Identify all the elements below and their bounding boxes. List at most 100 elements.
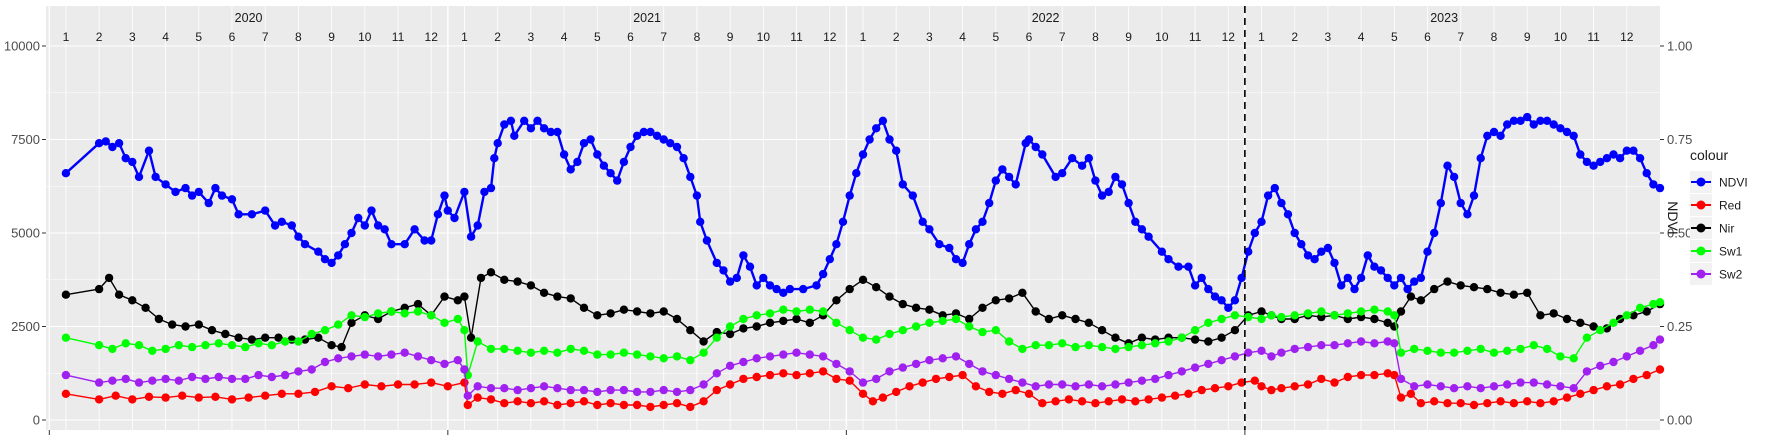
data-point-nir bbox=[1523, 288, 1532, 297]
data-point-red bbox=[1509, 399, 1519, 408]
data-point-red bbox=[985, 387, 994, 397]
data-point-red bbox=[1383, 369, 1392, 378]
month-label: 4 bbox=[959, 30, 966, 44]
data-point-ndvi bbox=[1197, 273, 1206, 283]
data-point-sw1 bbox=[1476, 344, 1485, 354]
data-point-ndvi bbox=[1224, 303, 1233, 312]
data-point-nir bbox=[194, 320, 203, 329]
data-point-sw2 bbox=[1137, 376, 1147, 385]
data-point-red bbox=[1250, 376, 1260, 385]
data-point-nir bbox=[460, 292, 469, 301]
data-point-nir bbox=[1058, 311, 1067, 320]
data-point-sw1 bbox=[360, 312, 369, 322]
data-point-ndvi bbox=[473, 221, 482, 230]
data-point-ndvi bbox=[1602, 154, 1612, 163]
data-point-sw1 bbox=[818, 307, 828, 316]
data-point-nir bbox=[104, 273, 114, 283]
y2-tick-label: 0.50 bbox=[1667, 226, 1692, 241]
data-point-red bbox=[1562, 393, 1572, 402]
data-point-sw1 bbox=[1622, 311, 1632, 320]
data-point-nir bbox=[347, 318, 356, 327]
data-point-red bbox=[244, 393, 253, 402]
data-point-ndvi bbox=[1542, 116, 1552, 126]
data-point-ndvi bbox=[666, 139, 675, 148]
data-point-ndvi bbox=[490, 154, 499, 163]
data-point-ndvi bbox=[1290, 228, 1299, 238]
data-point-sw1 bbox=[1356, 307, 1366, 316]
data-point-ndvi bbox=[181, 183, 190, 193]
data-point-red bbox=[606, 399, 615, 408]
data-point-sw2 bbox=[254, 370, 263, 380]
month-label: 9 bbox=[1524, 30, 1531, 44]
data-point-sw2 bbox=[898, 363, 907, 372]
data-point-ndvi bbox=[433, 210, 443, 219]
data-point-nir bbox=[686, 326, 695, 335]
data-point-sw2 bbox=[148, 376, 157, 385]
data-point-red bbox=[1317, 374, 1326, 384]
data-point-ndvi bbox=[712, 258, 721, 268]
data-point-sw2 bbox=[1177, 367, 1187, 376]
data-point-nir bbox=[61, 290, 71, 299]
month-label: 11 bbox=[1587, 30, 1600, 44]
data-point-ndvi bbox=[579, 139, 589, 148]
data-point-ndvi bbox=[719, 266, 728, 275]
data-point-sw2 bbox=[1503, 380, 1512, 389]
data-point-sw2 bbox=[161, 374, 170, 384]
series-line-red bbox=[65, 368, 1661, 408]
month-label: 3 bbox=[926, 30, 933, 44]
legend-key-point bbox=[1696, 246, 1706, 256]
data-point-red bbox=[1051, 397, 1060, 406]
legend: colour NDVI Red Nir Sw1 Sw2 bbox=[1690, 147, 1748, 285]
data-point-red bbox=[725, 380, 735, 389]
data-point-nir bbox=[765, 318, 775, 327]
data-point-ndvi bbox=[573, 157, 582, 167]
data-point-sw1 bbox=[1463, 346, 1472, 355]
data-point-sw2 bbox=[1489, 382, 1499, 391]
month-label: 12 bbox=[1222, 30, 1236, 44]
data-point-sw1 bbox=[1343, 309, 1353, 318]
month-label: 4 bbox=[1358, 30, 1365, 44]
data-point-ndvi bbox=[838, 217, 848, 226]
data-point-ndvi bbox=[1509, 116, 1519, 126]
data-point-sw2 bbox=[965, 359, 974, 369]
data-point-ndvi bbox=[443, 206, 452, 215]
data-point-ndvi bbox=[646, 127, 655, 137]
data-point-sw1 bbox=[712, 333, 721, 342]
data-point-red bbox=[818, 367, 828, 376]
month-label: 7 bbox=[1059, 30, 1066, 44]
data-point-sw2 bbox=[579, 385, 589, 395]
data-point-sw1 bbox=[1330, 311, 1339, 320]
data-point-nir bbox=[1097, 326, 1107, 335]
data-point-ndvi bbox=[892, 146, 901, 155]
data-point-sw1 bbox=[885, 329, 894, 339]
data-point-ndvi bbox=[1489, 127, 1499, 137]
data-point-red bbox=[1104, 397, 1113, 406]
data-point-ndvi bbox=[1210, 292, 1220, 301]
data-point-red bbox=[931, 374, 941, 384]
y2-tick-label: 0.00 bbox=[1667, 413, 1692, 428]
data-point-nir bbox=[1018, 288, 1027, 297]
data-point-red bbox=[632, 400, 642, 410]
data-point-red bbox=[463, 400, 472, 410]
data-point-red bbox=[905, 382, 914, 391]
data-point-nir bbox=[1004, 294, 1014, 303]
month-label: 3 bbox=[528, 30, 535, 44]
data-point-ndvi bbox=[1629, 146, 1638, 155]
legend-label-nir: Nir bbox=[1719, 222, 1734, 236]
data-point-ndvi bbox=[1609, 150, 1618, 159]
data-point-red bbox=[945, 372, 954, 382]
data-point-red bbox=[526, 399, 536, 408]
data-point-ndvi bbox=[832, 240, 841, 249]
data-point-nir bbox=[1483, 284, 1492, 294]
data-point-ndvi bbox=[277, 217, 286, 226]
data-point-sw1 bbox=[898, 326, 907, 335]
data-point-ndvi bbox=[971, 225, 981, 234]
data-point-ndvi bbox=[410, 225, 419, 234]
data-point-red bbox=[1077, 397, 1087, 406]
series-sw2 bbox=[61, 335, 1665, 400]
data-point-sw2 bbox=[1031, 382, 1040, 391]
data-point-sw2 bbox=[1449, 384, 1459, 393]
data-point-red bbox=[1416, 399, 1426, 408]
data-point-red bbox=[672, 399, 682, 408]
